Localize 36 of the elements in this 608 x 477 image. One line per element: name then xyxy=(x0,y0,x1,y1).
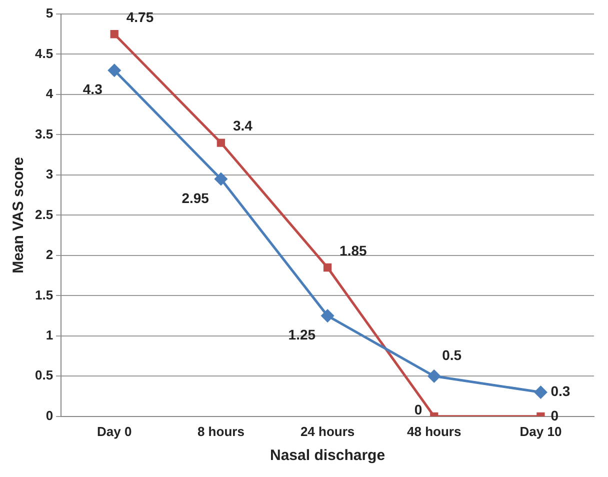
point xyxy=(110,30,118,38)
y-tick-label: 0 xyxy=(46,408,54,423)
point xyxy=(108,64,121,77)
data-label: 0.3 xyxy=(550,383,570,400)
y-tick-label: 5 xyxy=(46,6,54,21)
point xyxy=(534,386,547,399)
data-label: 0 xyxy=(414,401,422,418)
data-label: 1.25 xyxy=(288,326,316,343)
data-label: 4.75 xyxy=(126,8,154,25)
data-label: 3.4 xyxy=(232,118,253,134)
y-axis-title: Mean VAS score xyxy=(10,156,28,274)
y-tick-label: 2 xyxy=(46,247,54,262)
y-tick-label: 4.5 xyxy=(34,46,54,61)
point xyxy=(214,172,228,186)
y-tick-label: 1 xyxy=(46,328,54,342)
y-tick-label: 4 xyxy=(46,86,54,102)
data-label: 0.5 xyxy=(442,347,462,364)
x-tick-label: 24 hours xyxy=(300,424,355,439)
data-label: 4.3 xyxy=(82,81,103,98)
y-tick-label: 3 xyxy=(46,166,54,182)
x-tick-label: 8 hours xyxy=(197,424,244,439)
point xyxy=(321,310,334,322)
y-tick-label: 1.5 xyxy=(34,287,54,302)
x-tick-label: Day 0 xyxy=(97,424,132,439)
y-tick-label: 2.5 xyxy=(34,206,54,222)
x-axis-title: Nasal discharge xyxy=(270,447,386,464)
data-label: 1.85 xyxy=(340,242,367,258)
y-tick-label: 0.5 xyxy=(34,368,54,383)
x-tick-label: 48 hours xyxy=(407,424,462,439)
data-label: 0 xyxy=(550,407,559,424)
data-label: 2.95 xyxy=(182,190,210,206)
point xyxy=(216,138,226,147)
point xyxy=(323,263,332,272)
point xyxy=(428,370,440,382)
x-tick-label: Day 10 xyxy=(520,424,562,439)
y-tick-label: 3.5 xyxy=(34,126,54,142)
